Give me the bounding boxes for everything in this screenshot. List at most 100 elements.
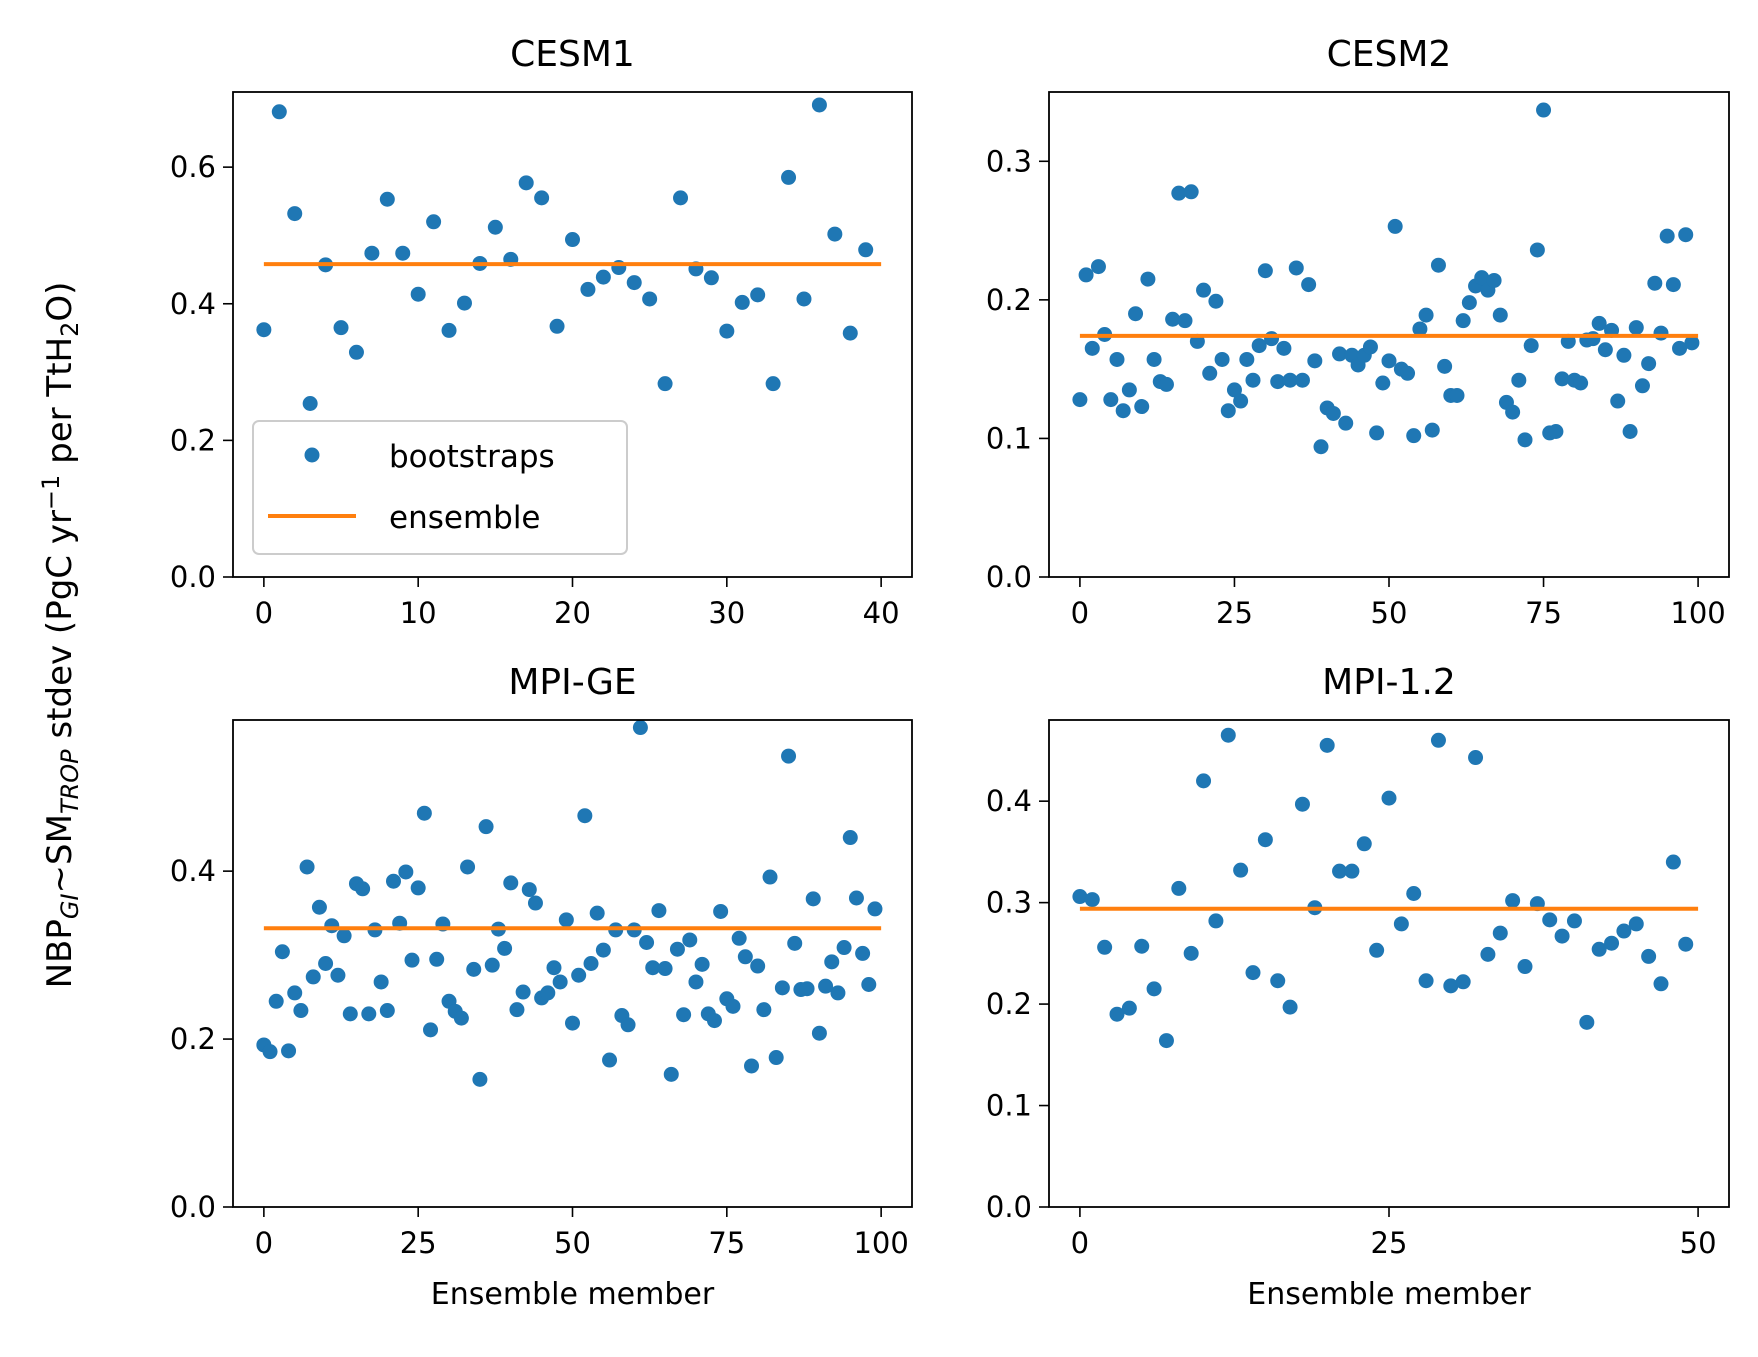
bootstrap-point — [262, 1044, 278, 1060]
bootstrap-point — [333, 320, 349, 336]
bootstrap-point — [552, 974, 568, 990]
y-tick-label: 0.6 — [170, 150, 216, 184]
bootstrap-point — [1270, 374, 1286, 390]
bootstrap-point — [1072, 392, 1088, 408]
bootstrap-point — [858, 242, 874, 258]
bootstrap-point — [577, 808, 593, 824]
bootstrap-point — [657, 961, 673, 977]
bootstrap-point — [774, 980, 790, 996]
panel-title: MPI-1.2 — [1322, 662, 1456, 703]
panel-mpi-ge: MPI-GE 0 25 50 75 100 0.0 0.2 0.4 Ensemble member — [170, 662, 913, 1312]
bootstrap-point — [1591, 941, 1607, 957]
bootstrap-point — [1505, 404, 1521, 420]
bootstrap-point — [1684, 335, 1700, 351]
bootstrap-point — [1362, 339, 1378, 355]
bootstrap-point — [1616, 923, 1632, 939]
bootstrap-point — [1078, 267, 1094, 283]
bootstrap-point — [1276, 340, 1292, 356]
bootstrap-point — [1301, 277, 1317, 293]
bootstrap-point — [441, 322, 457, 338]
legend: bootstraps ensemble — [252, 420, 628, 555]
x-tick-label: 25 — [1216, 596, 1253, 630]
bootstrap-point — [867, 901, 883, 917]
bootstrap-point — [546, 960, 562, 976]
bootstrap-point — [1641, 356, 1657, 372]
y-tick-label: 0.2 — [170, 1022, 216, 1056]
x-axis-label: Ensemble member — [431, 1277, 715, 1312]
bootstrap-point — [1294, 372, 1310, 388]
panel-title: CESM2 — [1327, 34, 1452, 75]
bootstrap-point — [842, 830, 858, 846]
bootstrap-point — [318, 956, 334, 971]
bootstrap-point — [1616, 347, 1632, 363]
bootstrap-point — [669, 941, 685, 957]
bootstrap-point — [756, 1002, 772, 1018]
bootstrap-point — [1604, 935, 1620, 951]
x-tick-label: 100 — [853, 1226, 908, 1260]
bootstrap-point — [703, 270, 719, 286]
y-tick-label: 0.1 — [986, 1089, 1032, 1123]
y-tick-label: 0.4 — [170, 287, 216, 321]
y-tick-label: 0.2 — [986, 283, 1032, 317]
bootstrap-point — [734, 294, 750, 310]
bootstrap-point — [1387, 218, 1403, 234]
bootstrap-point — [1239, 351, 1255, 367]
bootstrap-point — [1121, 382, 1137, 398]
bootstrap-point — [1158, 376, 1174, 392]
bootstrap-point — [1183, 184, 1199, 200]
bootstrap-point — [1455, 974, 1471, 990]
bootstrap-point — [1140, 271, 1156, 287]
bootstrap-point — [824, 954, 840, 970]
bootstrap-point — [1628, 320, 1644, 336]
x-tick-label: 10 — [400, 596, 437, 630]
bootstrap-point — [509, 1002, 525, 1018]
bootstrap-point — [1610, 393, 1626, 409]
bootstrap-point — [1134, 938, 1150, 954]
bootstrap-point — [416, 805, 432, 821]
bootstrap-point — [1369, 425, 1385, 441]
bootstrap-point — [1430, 732, 1446, 748]
bootstrap-point — [1158, 1033, 1174, 1049]
bootstrap-point — [565, 1015, 580, 1031]
bootstrap-point — [706, 1013, 722, 1029]
bootstrap-point — [1406, 885, 1422, 901]
x-tick-label: 20 — [554, 596, 591, 630]
bootstrap-point — [571, 967, 587, 983]
y-tick-label: 0.0 — [986, 1190, 1032, 1224]
x-tick-label: 30 — [708, 596, 745, 630]
bootstrap-point — [330, 967, 346, 983]
bootstrap-point — [1090, 259, 1106, 275]
bootstrap-point — [1183, 945, 1199, 961]
bootstrap-point — [1369, 942, 1385, 958]
bootstrap-point — [361, 1006, 377, 1022]
x-tick-label: 0 — [1071, 1226, 1089, 1260]
bootstrap-point — [848, 890, 864, 906]
bootstrap-point — [1554, 371, 1570, 387]
bootstrap-point — [1177, 313, 1193, 329]
bootstrap-point — [818, 978, 834, 994]
bootstrap-point — [1245, 965, 1261, 981]
bootstrap-point — [796, 291, 812, 307]
bootstrap-point — [1220, 403, 1236, 419]
y-tick-label: 0.2 — [986, 987, 1032, 1021]
y-tick-label: 0.0 — [986, 560, 1032, 594]
bootstrap-point — [1288, 260, 1304, 276]
bootstrap-point — [1449, 387, 1465, 403]
bootstrap-point — [583, 956, 599, 971]
bootstrap-point — [762, 869, 778, 885]
bootstrap-point — [836, 940, 852, 956]
bootstrap-point — [765, 376, 781, 392]
panel-mpi-1-2: MPI-1.2 0 25 50 0.0 0.1 0.2 0.3 0.4 Ensemble memb… — [986, 662, 1730, 1312]
bootstrap-point — [305, 969, 321, 985]
bootstrap-point — [1375, 375, 1391, 391]
bootstrap-point — [1109, 1006, 1125, 1022]
bootstrap-point — [1517, 959, 1533, 975]
bootstrap-point — [639, 935, 655, 951]
x-tick-label: 40 — [863, 596, 900, 630]
bootstrap-point — [1208, 293, 1224, 309]
x-tick-label: 75 — [708, 1226, 745, 1260]
bootstrap-point — [478, 819, 494, 835]
bootstrap-point — [1264, 331, 1280, 347]
bootstrap-point — [355, 881, 371, 897]
bootstrap-point — [287, 206, 303, 222]
